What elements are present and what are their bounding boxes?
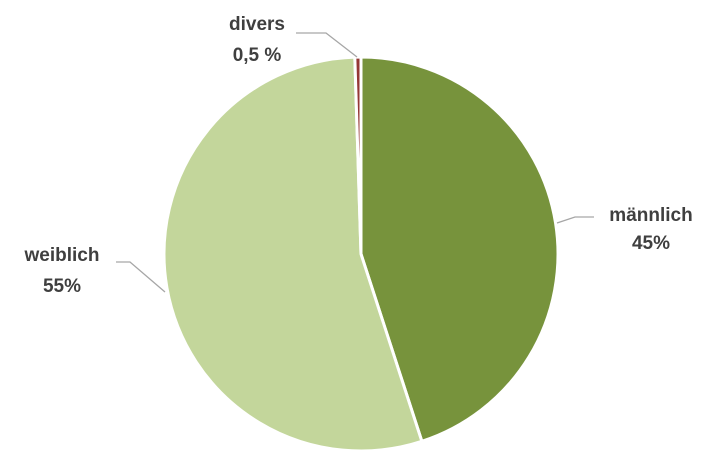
pie-slice-divers <box>353 55 363 255</box>
data-labels: männlich 45% weiblich 55% divers 0,5 % <box>24 14 693 297</box>
pie-slices <box>162 55 560 451</box>
data-label-divers-value: 0,5 % <box>233 45 282 66</box>
data-label-weiblich-name: weiblich <box>24 245 100 266</box>
data-label-maennlich-name: männlich <box>609 205 692 226</box>
leader-line-divers <box>296 32 358 58</box>
pie-slice-m-nnlich <box>359 55 560 444</box>
leader-line-maennlich <box>556 216 594 224</box>
data-label-weiblich-value: 55% <box>43 276 81 297</box>
data-label-divers-name: divers <box>229 14 285 35</box>
leader-line-weiblich <box>116 261 166 293</box>
leader-lines <box>116 32 594 293</box>
data-label-maennlich-value: 45% <box>632 233 670 254</box>
